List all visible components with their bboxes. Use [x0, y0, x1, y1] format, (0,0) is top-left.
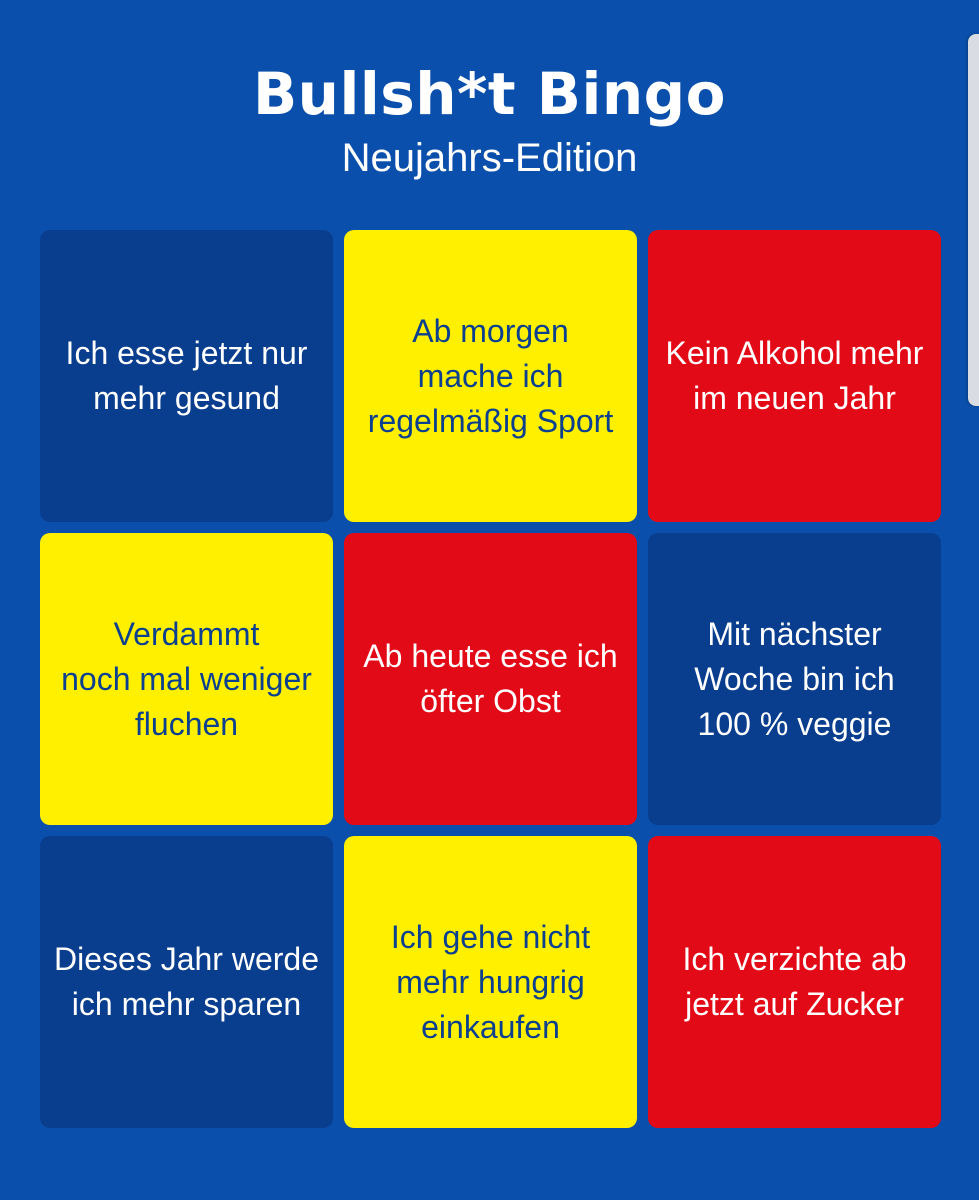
bingo-tile-4: Verdammt noch mal weniger fluchen [40, 533, 333, 825]
bingo-tile-9: Ich verzichte ab jetzt auf Zucker [648, 836, 941, 1128]
page-title: Bullsh*t Bingo [252, 60, 727, 128]
bingo-tile-7: Dieses Jahr werde ich mehr sparen [40, 836, 333, 1128]
scroll-handle[interactable] [968, 34, 979, 406]
bingo-tile-5: Ab heute esse ich öfter Obst [344, 533, 637, 825]
bingo-tile-1: Ich esse jetzt nur mehr gesund [40, 230, 333, 522]
bingo-tile-8: Ich gehe nicht mehr hungrig einkaufen [344, 836, 637, 1128]
bingo-grid: Ich esse jetzt nur mehr gesund Ab morgen… [40, 230, 941, 1128]
page-subtitle: Neujahrs-Edition [341, 136, 638, 180]
header: Bullsh*t Bingo Neujahrs-Edition [0, 0, 979, 220]
bingo-tile-2: Ab morgen mache ich regelmäßig Sport [344, 230, 637, 522]
bingo-tile-3: Kein Alkohol mehr im neuen Jahr [648, 230, 941, 522]
bingo-tile-6: Mit nächster Woche bin ich 100 % veggie [648, 533, 941, 825]
